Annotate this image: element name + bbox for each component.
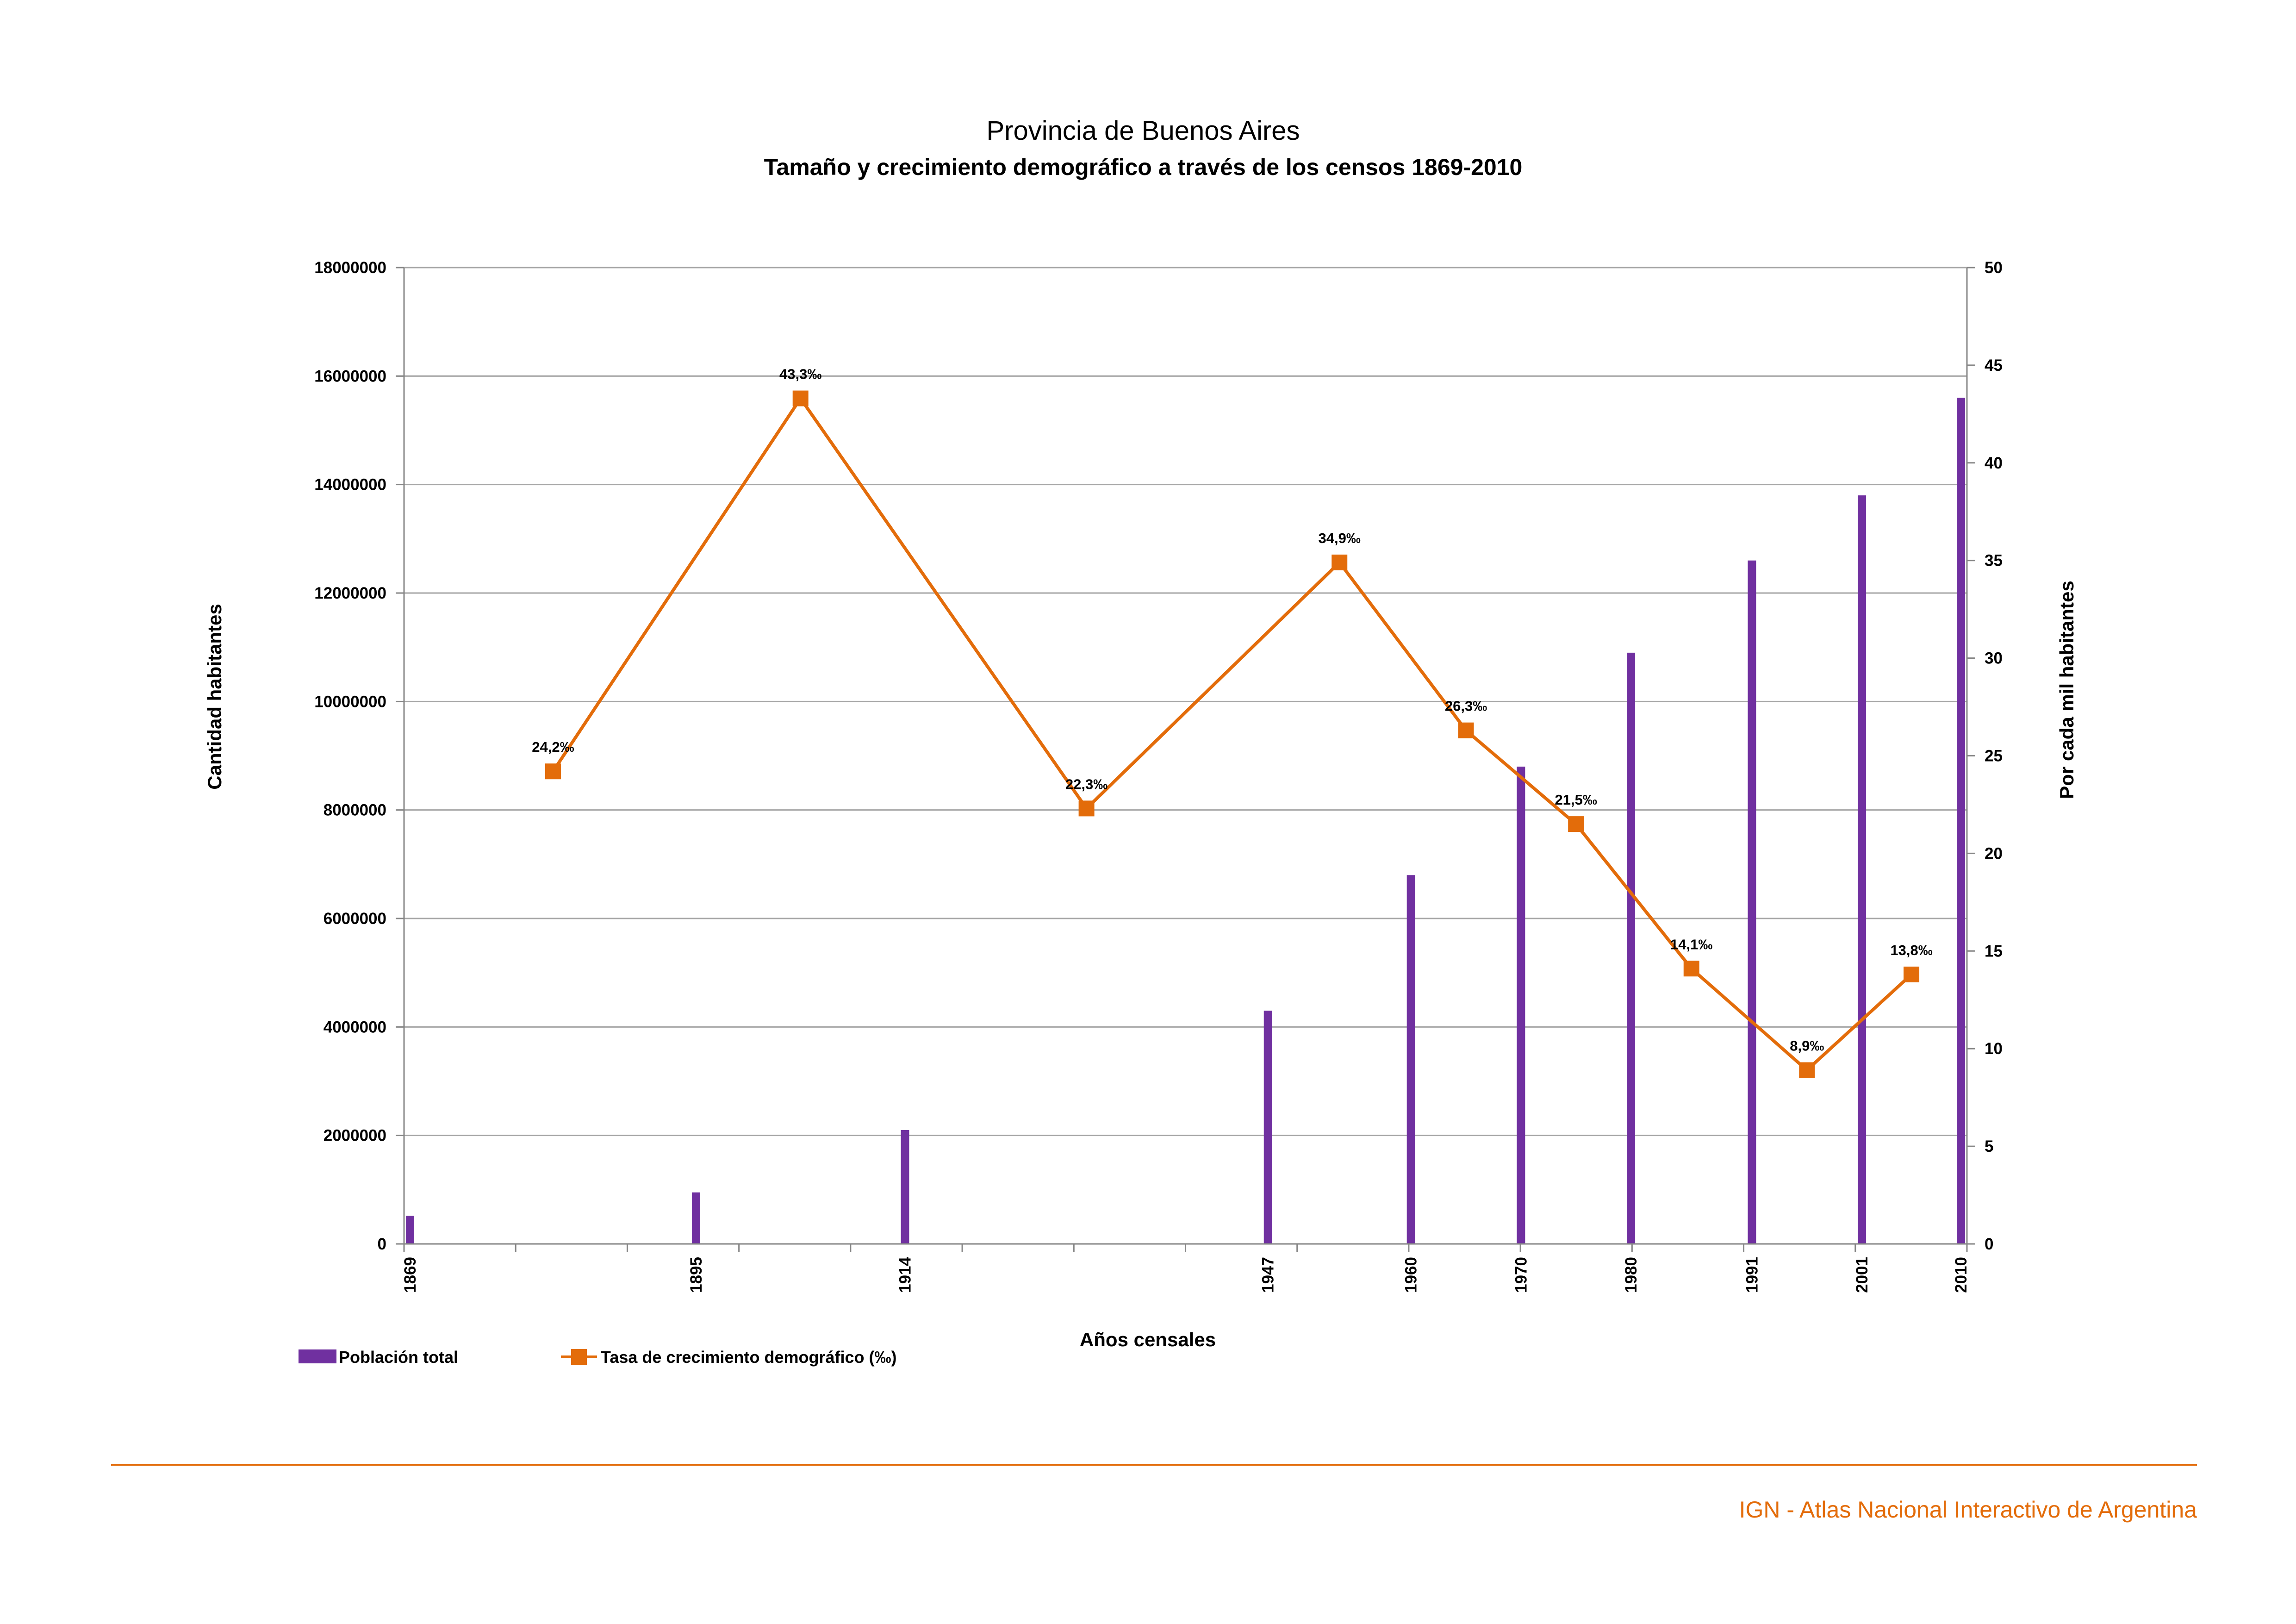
bar xyxy=(1858,495,1867,1244)
axes: 0 2000000 4000000 6000000 8000000 10000000 120… xyxy=(314,259,2003,1293)
line-marker xyxy=(1683,961,1699,977)
bar xyxy=(1517,766,1525,1244)
y-left-tick-label: 0 xyxy=(378,1235,386,1253)
bar xyxy=(1406,875,1415,1244)
x-tick-label: 1960 xyxy=(1402,1257,1420,1293)
y-right-tick-label: 5 xyxy=(1985,1137,1993,1156)
bar xyxy=(406,1216,414,1244)
data-label: 13,8‰ xyxy=(1890,942,1932,958)
bar xyxy=(1263,1011,1272,1244)
x-tick-label: 2010 xyxy=(1952,1257,1970,1293)
line-marker xyxy=(1568,816,1584,832)
x-tick-label: 1914 xyxy=(896,1256,914,1293)
data-label: 8,9‰ xyxy=(1790,1038,1824,1054)
y-left-tick-label: 8000000 xyxy=(324,801,386,819)
bar xyxy=(1957,398,1965,1244)
y-right-tick-label: 25 xyxy=(1985,747,2003,765)
y-left-tick-label: 16000000 xyxy=(314,367,386,385)
chart-title: Provincia de Buenos Aires xyxy=(986,116,1300,146)
data-label: 34,9‰ xyxy=(1319,530,1361,546)
x-tick-label: 1895 xyxy=(687,1257,705,1293)
y-left-tick-label: 6000000 xyxy=(324,910,386,928)
chart-subtitle: Tamaño y crecimiento demográfico a travé… xyxy=(764,154,1523,180)
y-left-tick-label: 18000000 xyxy=(314,259,386,277)
line-series xyxy=(545,390,1920,1078)
gridlines xyxy=(404,267,1967,1137)
x-tick-label: 1947 xyxy=(1259,1257,1277,1293)
x-tick-label: 1869 xyxy=(401,1257,419,1293)
y-right-tick-label: 0 xyxy=(1985,1235,1993,1253)
y-right-tick-label: 15 xyxy=(1985,942,2003,960)
y-left-tick-label: 14000000 xyxy=(314,476,386,494)
x-tick-label: 2001 xyxy=(1853,1257,1871,1293)
bar xyxy=(691,1192,700,1244)
bar xyxy=(1627,652,1636,1244)
bars-series xyxy=(406,398,1965,1244)
y-right-tick-label: 30 xyxy=(1985,650,2003,668)
y-left-tick-label: 4000000 xyxy=(324,1018,386,1036)
bar xyxy=(1748,560,1756,1244)
data-label: 24,2‰ xyxy=(532,739,574,755)
y-right-tick-label: 35 xyxy=(1985,552,2003,570)
data-label: 21,5‰ xyxy=(1555,792,1597,808)
legend-swatch-bar xyxy=(299,1349,336,1363)
x-tick-label: 1991 xyxy=(1743,1257,1761,1293)
x-tick-label: 1980 xyxy=(1622,1257,1640,1293)
y-left-tick-label: 12000000 xyxy=(314,584,386,602)
y-right-tick-label: 50 xyxy=(1985,259,2003,277)
line-marker xyxy=(1799,1062,1815,1078)
x-tick-label: 1970 xyxy=(1512,1257,1530,1293)
line-marker xyxy=(1458,722,1474,738)
y-right-tick-label: 45 xyxy=(1985,356,2003,375)
footer-credit: IGN - Atlas Nacional Interactivo de Arge… xyxy=(1739,1497,2197,1523)
line-marker xyxy=(545,763,561,780)
legend-label-line: Tasa de crecimiento demográfico (‰) xyxy=(601,1348,897,1367)
data-label: 43,3‰ xyxy=(779,366,821,382)
y-left-tick-label: 2000000 xyxy=(324,1127,386,1145)
legend: Población total Tasa de crecimiento demo… xyxy=(299,1348,897,1367)
y-left-tick-label: 10000000 xyxy=(314,693,386,711)
bar xyxy=(901,1130,909,1244)
y-axis-right-title: Por cada mil habitantes xyxy=(2056,581,2078,799)
line-marker xyxy=(1904,966,1920,982)
data-labels: 24,2‰ 43,3‰ 22,3‰ 34,9‰ 26,3‰ 21,5‰ 14,1‰ 8,9‰ 1… xyxy=(532,366,1932,1054)
y-right-tick-label: 20 xyxy=(1985,844,2003,862)
x-axis-title: Años censales xyxy=(1080,1329,1216,1350)
y-axis-left-title: Cantidad habitantes xyxy=(204,604,225,789)
y-right-tick-label: 10 xyxy=(1985,1040,2003,1058)
growth-rate-line xyxy=(552,397,1913,1072)
line-marker xyxy=(1332,554,1348,570)
data-label: 14,1‰ xyxy=(1670,936,1712,952)
y-right-tick-label: 40 xyxy=(1985,454,2003,472)
data-label: 22,3‰ xyxy=(1065,776,1108,792)
legend-swatch-marker xyxy=(571,1349,587,1365)
line-marker xyxy=(1078,800,1095,817)
data-label: 26,3‰ xyxy=(1445,698,1487,714)
line-marker xyxy=(792,390,809,406)
legend-label-bar: Población total xyxy=(339,1348,458,1367)
